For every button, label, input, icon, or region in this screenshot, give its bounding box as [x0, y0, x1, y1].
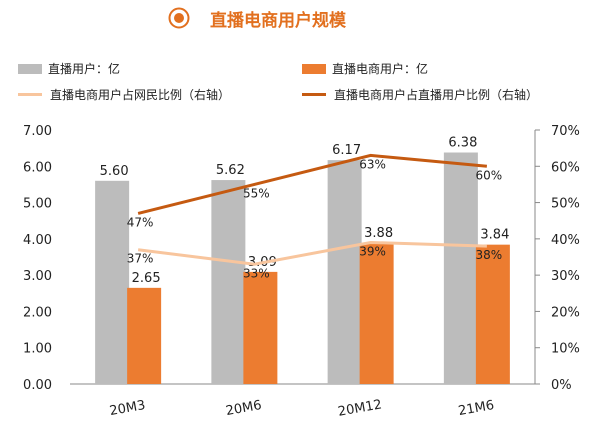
target-icon: [168, 7, 190, 29]
bar-data-label: 3.84: [480, 228, 509, 243]
x-tick-label: 20M12: [337, 397, 383, 419]
chart-plot: 0.00 1.00 2.00 3.00 4.00 5.00 6.00 7.00 0% 10% 20%…: [23, 124, 580, 420]
legend-item-ratio-live: 直播电商用户占直播用户比例（右轴）: [302, 86, 538, 103]
bar: [359, 243, 394, 384]
chart-legend: 直播用户：亿 直播电商用户：亿 直播电商用户占网民比例（右轴） 直播电商用户占直…: [0, 52, 600, 112]
legend-item-ratio-net: 直播电商用户占网民比例（右轴）: [18, 86, 230, 103]
bar: [211, 180, 246, 384]
legend-item-ecom-users: 直播电商用户：亿: [302, 60, 428, 77]
left-tick-label: 3.00: [23, 269, 52, 284]
line-data-label: 37%: [127, 252, 154, 266]
line-data-label: 38%: [476, 248, 503, 262]
series-line: [137, 153, 488, 215]
left-tick-label: 6.00: [23, 160, 52, 175]
legend-label-ratio-live: 直播电商用户占直播用户比例（右轴）: [334, 88, 539, 102]
bar: [475, 244, 510, 384]
legend-swatch-orange: [302, 63, 326, 74]
title-row: 直播电商用户规模: [168, 5, 346, 31]
right-tick-label: 50%: [551, 197, 580, 212]
right-tick-label: 30%: [551, 269, 580, 284]
left-tick-label: 2.00: [23, 305, 52, 320]
bar-data-label: 6.38: [448, 135, 477, 150]
right-tick-label: 70%: [551, 124, 580, 139]
line-data-label: 63%: [359, 157, 386, 171]
right-tick-label: 10%: [551, 342, 580, 357]
legend-label-ratio-net: 直播电商用户占网民比例（右轴）: [50, 88, 231, 102]
line-data-label: 33%: [243, 266, 270, 280]
legend-swatch-dark-line: [302, 93, 326, 96]
bar-data-label: 5.62: [216, 163, 245, 178]
line-data-label: 55%: [243, 186, 270, 200]
x-tick-label: 21M6: [457, 398, 495, 419]
bar-data-label: 6.17: [332, 143, 361, 158]
left-tick-label: 4.00: [23, 233, 52, 248]
right-tick-label: 0%: [551, 378, 572, 393]
left-tick-label: 7.00: [23, 124, 52, 139]
line-data-label: 47%: [127, 215, 154, 229]
x-tick-label: 20M6: [225, 398, 263, 419]
x-tick-label: 20M3: [108, 398, 146, 419]
legend-label-ecom-users: 直播电商用户：亿: [332, 62, 429, 76]
right-tick-label: 40%: [551, 233, 580, 248]
right-tick-label: 20%: [551, 305, 580, 320]
chart-title: 直播电商用户规模: [210, 10, 346, 31]
left-tick-label: 5.00: [23, 197, 52, 212]
left-tick-label: 1.00: [23, 342, 52, 357]
line-data-label: 39%: [359, 244, 386, 258]
bar-data-label: 2.65: [132, 271, 161, 286]
line-data-label: 60%: [476, 168, 503, 182]
legend-swatch-gray: [18, 63, 42, 74]
bar: [243, 271, 278, 384]
bar: [443, 152, 478, 384]
legend-swatch-light-line: [18, 93, 42, 96]
left-tick-label: 0.00: [23, 378, 52, 393]
bar-data-label: 5.60: [100, 164, 129, 179]
bar: [327, 160, 362, 384]
right-tick-label: 60%: [551, 160, 580, 175]
bar-data-label: 3.88: [364, 226, 393, 241]
legend-label-live-users: 直播用户：亿: [48, 62, 121, 76]
bar: [127, 287, 162, 384]
bar: [95, 180, 130, 384]
legend-item-live-users: 直播用户：亿: [18, 60, 120, 77]
series-line: [137, 240, 487, 266]
